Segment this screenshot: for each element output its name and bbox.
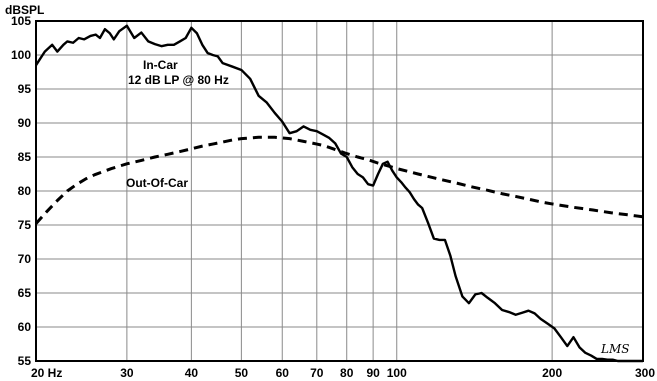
y-tick-label: 95 — [18, 82, 32, 96]
series-layer — [34, 24, 644, 363]
y-tick-label: 75 — [18, 218, 32, 232]
y-tick-label: 80 — [18, 184, 32, 198]
out-of-car-curve — [34, 135, 644, 225]
y-tick-label: 90 — [18, 116, 32, 130]
y-tick-label: 55 — [18, 354, 32, 368]
out-of-car-label: Out-Of-Car — [126, 176, 188, 190]
x-tick-label: 100 — [387, 366, 407, 380]
x-tick-label: 20 Hz — [31, 366, 62, 380]
y-tick-label: 105 — [11, 14, 31, 28]
y-tick-label: 85 — [18, 150, 32, 164]
x-tick-label: 80 — [340, 366, 354, 380]
x-tick-label: 50 — [235, 366, 249, 380]
in-car-curve — [34, 24, 643, 363]
y-tick-label: 60 — [18, 320, 32, 334]
x-tick-label: 30 — [120, 366, 134, 380]
x-tick-label: 300 — [635, 366, 655, 380]
y-axis-unit-label: dBSPL — [5, 3, 44, 17]
signature-mark: LMS — [600, 342, 629, 356]
x-tick-label: 200 — [542, 366, 562, 380]
x-tick-label: 60 — [276, 366, 290, 380]
x-tick-label: 90 — [366, 366, 380, 380]
y-tick-label: 70 — [18, 252, 32, 266]
y-tick-label: 65 — [18, 286, 32, 300]
plot-frame — [35, 20, 644, 362]
in-car-label: In-Car — [143, 58, 178, 72]
in-car-filter-label: 12 dB LP @ 80 Hz — [128, 73, 229, 87]
y-tick-label: 100 — [11, 48, 31, 62]
x-tick-label: 70 — [310, 366, 324, 380]
x-tick-label: 40 — [185, 366, 199, 380]
tick-labels: 55 60 65 70 75 80 85 90 95 100 105 20 Hz 30 40 50 60 70 8… — [11, 14, 655, 380]
